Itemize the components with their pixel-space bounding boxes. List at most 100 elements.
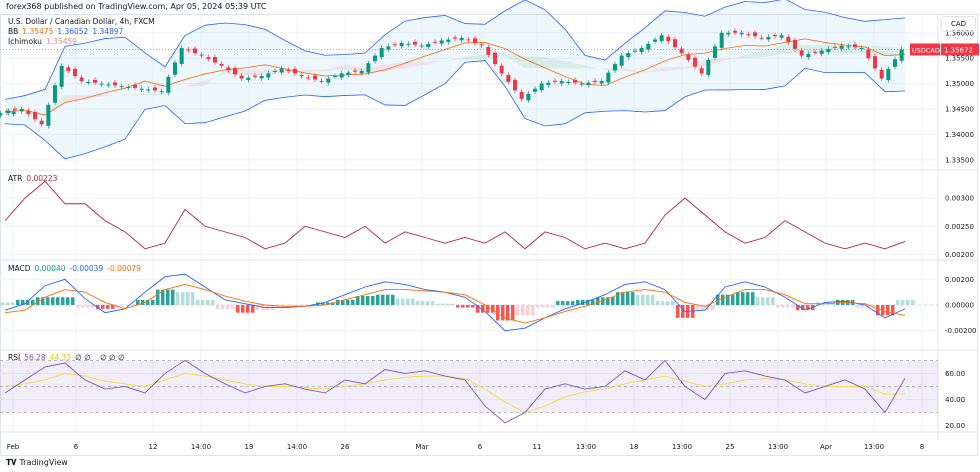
- macd-histogram-bar: [361, 296, 365, 305]
- candle-body: [246, 77, 251, 81]
- macd-histogram-bar: [806, 305, 810, 311]
- bb-legend[interactable]: BB 1.35475 1.36052 1.34897: [8, 27, 127, 36]
- candle-body: [679, 48, 684, 54]
- candle-body: [453, 37, 457, 39]
- macd-histogram-bar: [721, 294, 725, 305]
- ichimoku-cloud: [145, 93, 165, 96]
- candle-body: [253, 75, 257, 77]
- macd-histogram-bar: [396, 298, 400, 305]
- candle-body: [339, 73, 344, 78]
- candle-body: [433, 41, 437, 43]
- candle-body: [0, 113, 3, 116]
- rsi-legend[interactable]: RSI 56.28 44.33 ∅ ∅ ∅ ∅ ∅: [8, 353, 129, 362]
- symbol-title[interactable]: U.S. Dollar / Canadian Dollar, 4h, FXCM: [8, 17, 155, 26]
- macd-histogram-bar: [621, 292, 625, 305]
- ichimoku-cloud: [645, 67, 665, 73]
- rsi-value: 56.28: [24, 353, 46, 362]
- candle-body: [113, 82, 117, 86]
- macd-histogram-bar: [381, 294, 385, 305]
- candle-body: [379, 48, 384, 58]
- macd-histogram-bar: [891, 305, 895, 316]
- candle-body: [579, 83, 584, 85]
- macd-histogram-bar: [696, 305, 700, 311]
- macd-histogram-bar: [186, 292, 190, 305]
- macd-histogram-bar: [726, 294, 730, 305]
- ichimoku-legend[interactable]: Ichimoku 1.35459: [8, 37, 81, 46]
- macd-histogram-bar: [641, 294, 645, 305]
- x-tick-label: 19: [245, 443, 254, 451]
- currency-button[interactable]: CAD: [941, 16, 976, 32]
- macd-histogram-bar: [481, 305, 485, 313]
- y-tick-label: 20.00: [945, 422, 965, 430]
- macd-histogram-bar: [731, 294, 735, 305]
- candle-body: [593, 80, 597, 82]
- chart-frame[interactable]: [0, 14, 978, 456]
- rsi-extra-values: ∅ ∅ ∅ ∅ ∅: [75, 353, 125, 362]
- candle-body: [573, 79, 577, 83]
- macd-histogram-bar: [71, 297, 75, 305]
- candle-body: [879, 69, 884, 79]
- macd-legend[interactable]: MACD 0.00040 -0.00039 -0.00079: [8, 264, 145, 273]
- atr-legend[interactable]: ATR 0.00223: [8, 174, 61, 183]
- macd-histogram-bar: [161, 289, 165, 305]
- macd-histogram-bar: [911, 299, 915, 305]
- candle-body: [666, 36, 671, 42]
- macd-histogram-bar: [231, 305, 235, 309]
- y-tick-label: 40.00: [945, 396, 965, 404]
- macd-histogram-bar: [61, 297, 65, 305]
- candle-body: [193, 48, 197, 54]
- x-tick-label: Mar: [415, 443, 428, 451]
- macd-histogram-bar: [646, 294, 650, 305]
- macd-histogram-bar: [571, 301, 575, 305]
- macd-histogram-bar: [131, 305, 135, 307]
- macd-histogram-bar: [431, 301, 435, 305]
- candle-body: [119, 86, 124, 88]
- macd-histogram-bar: [531, 305, 535, 316]
- candle-body: [353, 70, 357, 72]
- y-tick-label: 1.35000: [945, 80, 974, 88]
- macd-histogram-bar: [321, 302, 325, 305]
- candle-body: [726, 32, 731, 35]
- candle-body: [359, 70, 364, 74]
- candle-body: [299, 74, 304, 76]
- macd-histogram-bar: [366, 296, 370, 305]
- candle-body: [166, 76, 171, 93]
- macd-histogram-bar: [86, 305, 90, 308]
- candle-body: [826, 48, 831, 53]
- ichimoku-cloud: [765, 44, 785, 57]
- tradingview-brand[interactable]: 𝐓𝐕 TradingView: [6, 458, 68, 468]
- candle-body: [646, 43, 651, 50]
- y-tick-label: 0.00200: [945, 251, 974, 259]
- candle-body: [306, 77, 311, 79]
- macd-signal-line: [4, 283, 906, 324]
- candle-body: [93, 79, 97, 83]
- candle-body: [506, 74, 511, 82]
- candle-body: [513, 79, 517, 91]
- candle-body: [159, 91, 164, 93]
- macd-histogram-bar: [146, 299, 150, 305]
- candle-body: [799, 50, 804, 56]
- macd-histogram-bar: [506, 305, 510, 321]
- y-tick-label: 0.00000: [945, 302, 974, 310]
- macd-histogram-bar: [11, 302, 15, 305]
- macd-histogram-bar: [541, 305, 545, 308]
- candle-body: [519, 91, 524, 99]
- macd-histogram-bar: [26, 299, 30, 305]
- candle-body: [66, 67, 71, 71]
- x-tick-label: Apr: [820, 443, 832, 451]
- macd-histogram-bar: [856, 305, 860, 308]
- candle-body: [599, 81, 604, 84]
- candle-body: [893, 59, 897, 67]
- candle-body: [713, 46, 717, 58]
- candle-body: [219, 63, 224, 66]
- atr-label: ATR: [8, 174, 23, 183]
- candle-body: [846, 46, 851, 48]
- macd-histogram-bar: [741, 292, 745, 305]
- candle-body: [373, 55, 377, 62]
- candle-body: [793, 40, 797, 49]
- y-tick-label: 0.00250: [945, 223, 974, 231]
- macd-histogram-bar: [236, 305, 240, 313]
- macd-histogram-bar: [771, 297, 775, 305]
- macd-histogram-bar: [211, 299, 215, 305]
